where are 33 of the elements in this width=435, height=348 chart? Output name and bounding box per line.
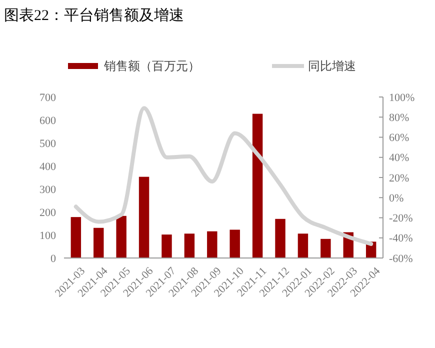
y-tick-label: 700 bbox=[40, 92, 56, 104]
bar bbox=[207, 231, 218, 258]
y2-tick-label: 40% bbox=[389, 152, 410, 164]
y-tick-label: 0 bbox=[50, 252, 56, 265]
bar bbox=[70, 217, 82, 258]
legend-label: 同比增速 bbox=[308, 59, 356, 73]
bar bbox=[230, 230, 240, 258]
chart-title: 图表22：平台销售额及增速 bbox=[4, 7, 184, 24]
y-tick-label: 300 bbox=[40, 184, 56, 196]
bar bbox=[162, 234, 172, 258]
y2-tick-label: -20% bbox=[389, 212, 413, 225]
y-tick-label: 600 bbox=[40, 114, 56, 127]
bar bbox=[252, 114, 263, 258]
y2-tick-label: 60% bbox=[389, 132, 410, 144]
legend-label: 销售额（百万元） bbox=[103, 59, 200, 73]
bar bbox=[116, 216, 126, 258]
y-tick-label: 500 bbox=[40, 138, 56, 150]
bar bbox=[138, 176, 150, 258]
y2-tick-label: 80% bbox=[389, 112, 410, 124]
line-series bbox=[74, 106, 374, 246]
y-tick-label: 400 bbox=[40, 160, 56, 173]
y2-tick-label: -40% bbox=[389, 232, 413, 245]
bar bbox=[184, 234, 195, 258]
bar bbox=[94, 228, 104, 258]
y2-tick-label: -60% bbox=[389, 252, 413, 265]
y2-tick-label: 0% bbox=[389, 192, 404, 204]
bar bbox=[275, 218, 286, 258]
y2-tick-label: 20% bbox=[389, 172, 410, 184]
y-tick-label: 100 bbox=[40, 230, 56, 242]
y-tick-label: 200 bbox=[40, 206, 56, 219]
y2-tick-label: 100% bbox=[389, 92, 415, 104]
bar bbox=[298, 234, 308, 258]
bar bbox=[320, 238, 331, 258]
